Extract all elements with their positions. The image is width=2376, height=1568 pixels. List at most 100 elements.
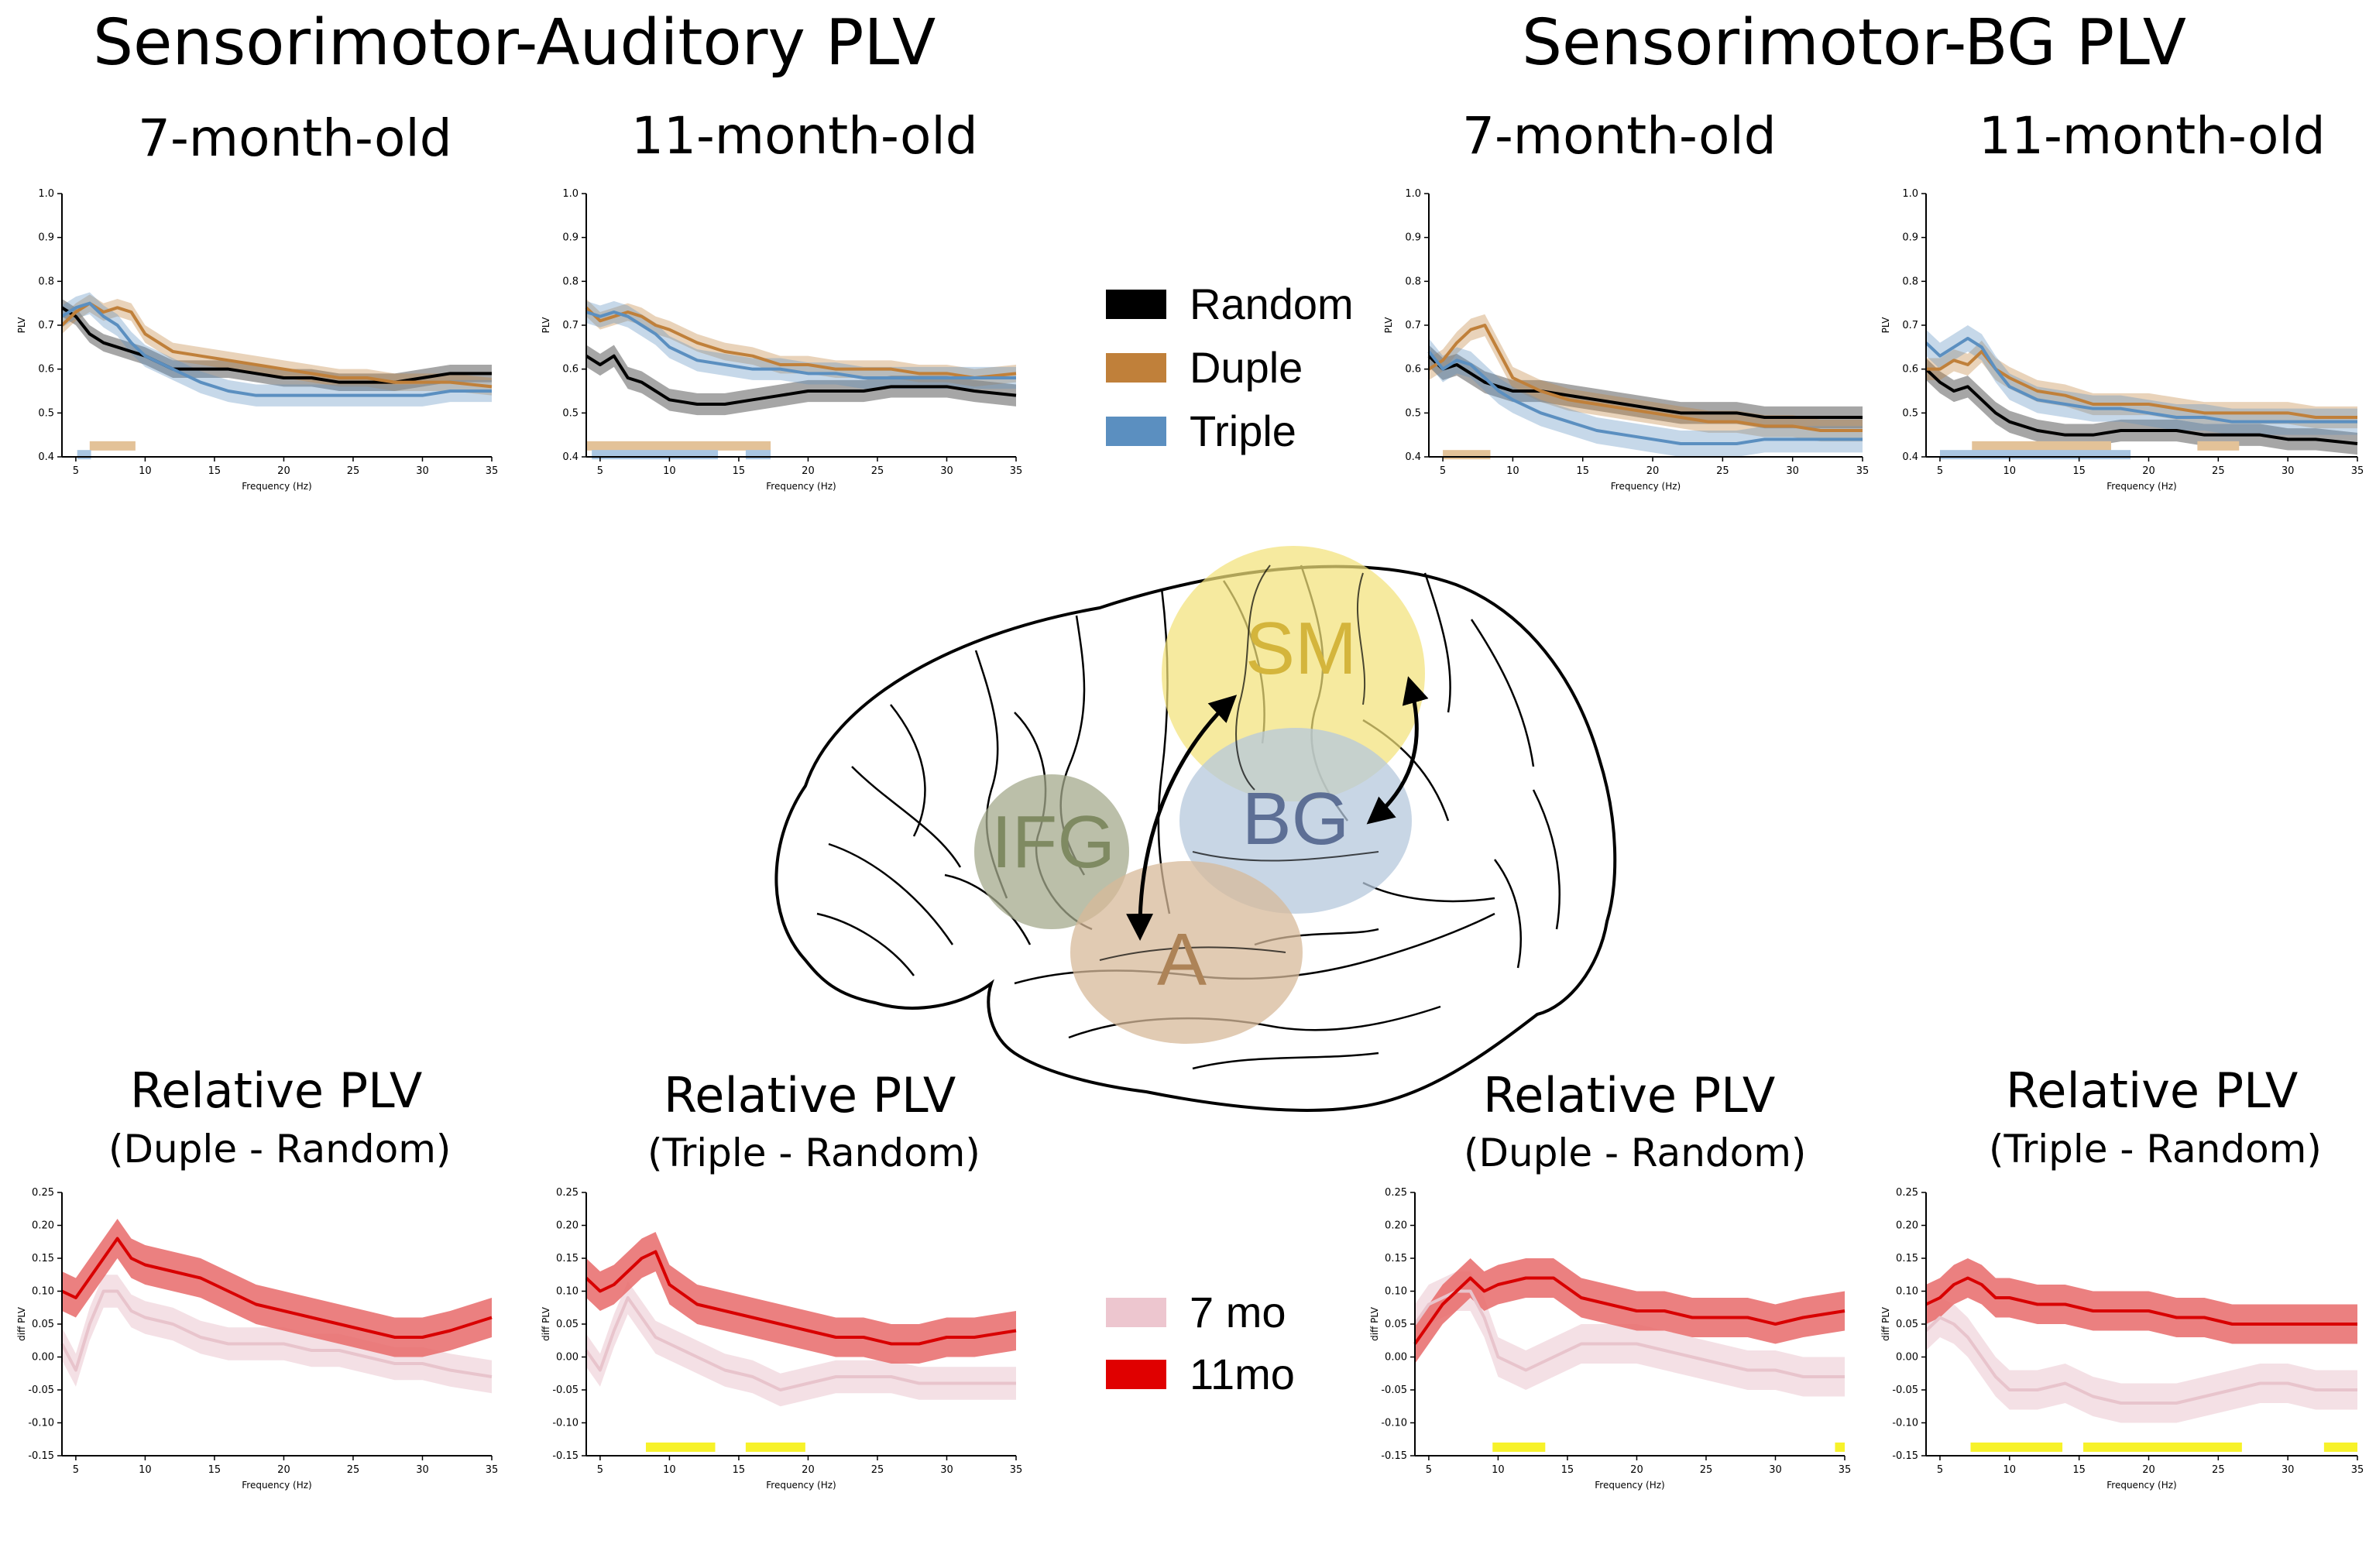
legend-item-11mo: 11mo xyxy=(1106,1349,1295,1399)
legend-item-duple: Duple xyxy=(1106,342,1303,393)
sa7-ytick-label-3: 0.7 xyxy=(38,320,54,331)
sa_triple-ytick-label-1: -0.10 xyxy=(552,1418,579,1429)
sa7-svg: 5 10 15 20 25 30 35 0.4 0.5 0.6 0.7 0.8 0.9 1.0 Freque… xyxy=(16,188,498,492)
sa_duple-svg: 5 10 15 20 25 30 35 -0.15 -0.10 -0.05 0.00 0.05 0.10… xyxy=(16,1187,498,1491)
bg_triple-sig-bar-2 xyxy=(2323,1442,2357,1452)
sa_duple-xtick-label-20: 20 xyxy=(277,1464,290,1476)
legend-swatch-random xyxy=(1106,289,1166,319)
sa11-age-title: 11-month-old xyxy=(631,106,978,166)
bg11-sig-bar-0 xyxy=(1972,441,2111,451)
sa_triple-ytick-label-7: 0.20 xyxy=(556,1220,579,1232)
bg7-band-2 xyxy=(1429,338,1863,457)
bg7-xtick-label-20: 20 xyxy=(1646,465,1660,477)
sa_triple-sig-bar-0 xyxy=(645,1442,716,1452)
legend-item-triple: Triple xyxy=(1106,406,1296,456)
sa11-ylabel: PLV xyxy=(541,317,551,334)
legend-label-random: Random xyxy=(1190,280,1354,328)
sa7-sig-bar-0 xyxy=(89,441,136,451)
sa7-ytick-label-1: 0.5 xyxy=(38,407,54,419)
bg11-ylabel: PLV xyxy=(1880,317,1891,334)
bg_duple-ylabel: diff PLV xyxy=(1369,1306,1380,1341)
bg_triple-xtick-label-10: 10 xyxy=(2003,1464,2017,1476)
sa_duple-ytick-label-2: -0.05 xyxy=(28,1384,54,1396)
sa11-ytick-label-2: 0.6 xyxy=(562,364,579,376)
sa7-xtick-label-15: 15 xyxy=(208,465,221,477)
sa_duple-ytick-label-6: 0.15 xyxy=(32,1253,54,1264)
bg7-ylabel: PLV xyxy=(1383,317,1394,334)
sa11-xtick-label-20: 20 xyxy=(802,465,815,477)
bg7-ytick-label-5: 0.9 xyxy=(1405,232,1421,244)
sa11-xtick-label-25: 25 xyxy=(871,465,884,477)
sa11-ytick-label-4: 0.8 xyxy=(562,276,579,287)
bg_triple-ylabel: diff PLV xyxy=(1880,1306,1891,1341)
bg7-svg: 5 10 15 20 25 30 35 0.4 0.5 0.6 0.7 0.8 0.9 1.0 Freque… xyxy=(1383,188,1869,492)
sa11-line-2 xyxy=(585,311,1016,379)
sa_triple-ylabel: diff PLV xyxy=(541,1306,551,1341)
arrow-sm-a xyxy=(1126,695,1238,941)
sa_triple-xtick-label-10: 10 xyxy=(663,1464,676,1476)
bg_duple-sig-bar-1 xyxy=(1835,1442,1845,1452)
bg_triple-ytick-label-4: 0.05 xyxy=(1896,1319,1918,1330)
sa7-xlabel: Frequency (Hz) xyxy=(242,481,312,492)
sa_duple-ytick-label-0: -0.15 xyxy=(28,1450,54,1462)
sa11-xtick-label-5: 5 xyxy=(597,465,603,477)
sa_triple-xtick-label-15: 15 xyxy=(733,1464,746,1476)
bg7-sig-bar-0 xyxy=(1443,450,1491,460)
sa_triple-xtick-label-20: 20 xyxy=(802,1464,815,1476)
arrow-sm-bg xyxy=(1366,676,1429,825)
legend-swatch-triple xyxy=(1106,416,1166,446)
sa_duple-xtick-label-10: 10 xyxy=(139,1464,152,1476)
rel-title-sa-triple: Relative PLV xyxy=(664,1067,956,1124)
chart-bg-triple: 5 10 15 20 25 30 35 -0.15 -0.10 -0.05 0.00 0.05 0.10… xyxy=(1880,1187,2364,1510)
bg_duple-ytick-label-6: 0.15 xyxy=(1385,1253,1407,1264)
bg_triple-xtick-label-20: 20 xyxy=(2142,1464,2155,1476)
bg11-svg: 5 10 15 20 25 30 35 0.4 0.5 0.6 0.7 0.8 0.9 1.0 Freque… xyxy=(1880,188,2364,492)
sa7-age-title: 7-month-old xyxy=(138,108,452,168)
legend-swatch-11mo xyxy=(1106,1359,1166,1389)
bg11-ytick-label-4: 0.8 xyxy=(1902,276,1918,287)
legend-label-triple: Triple xyxy=(1190,407,1296,455)
bg11-xtick-label-35: 35 xyxy=(2351,465,2364,477)
bg11-xtick-label-20: 20 xyxy=(2142,465,2155,477)
brain-svg: SM IFG BG A xyxy=(774,546,1617,1112)
bg7-ytick-label-6: 1.0 xyxy=(1405,188,1421,200)
bg11-ytick-label-0: 0.4 xyxy=(1902,451,1918,463)
sa11-band-0 xyxy=(586,345,1016,416)
bg11-sig-bar-2 xyxy=(1939,450,2131,460)
bg_duple-xtick-label-10: 10 xyxy=(1492,1464,1505,1476)
chart-bg-duple: 5 10 15 20 25 30 35 -0.15 -0.10 -0.05 0.00 0.05 0.10… xyxy=(1369,1187,1851,1510)
bg_duple-xlabel: Frequency (Hz) xyxy=(1595,1480,1665,1491)
rel-sub-sa-triple: (Triple - Random) xyxy=(647,1131,980,1175)
bg7-xtick-label-5: 5 xyxy=(1440,465,1446,477)
sa7-xtick-label-25: 25 xyxy=(347,465,360,477)
sa_triple-ytick-label-2: -0.05 xyxy=(552,1384,579,1396)
bg11-xtick-label-15: 15 xyxy=(2072,465,2086,477)
sa11-xtick-label-35: 35 xyxy=(1010,465,1023,477)
bg11-age-title: 11-month-old xyxy=(1979,106,2326,166)
sa_duple-ytick-label-7: 0.20 xyxy=(32,1220,54,1232)
sa11-band-1 xyxy=(586,299,1016,387)
sa7-ylabel: PLV xyxy=(16,317,27,334)
bg_duple-ytick-label-7: 0.20 xyxy=(1385,1220,1407,1232)
sa11-line-0 xyxy=(585,354,1017,406)
a-label: A xyxy=(1157,918,1207,1001)
bg7-xlabel: Frequency (Hz) xyxy=(1611,481,1681,492)
chart-sa-triple: 5 10 15 20 25 30 35 -0.15 -0.10 -0.05 0.00 0.05 0.10… xyxy=(541,1187,1022,1510)
bg11-band-2 xyxy=(1926,325,2357,435)
chart-bg7: 5 10 15 20 25 30 35 0.4 0.5 0.6 0.7 0.8 0.9 1.0 Freque… xyxy=(1383,188,1869,511)
bg7-ytick-label-0: 0.4 xyxy=(1405,451,1421,463)
bg_duple-ytick-label-2: -0.05 xyxy=(1381,1384,1407,1396)
ifg-label: IFG xyxy=(991,801,1115,884)
bg_triple-svg: 5 10 15 20 25 30 35 -0.15 -0.10 -0.05 0.00 0.05 0.10… xyxy=(1880,1187,2364,1491)
bg_triple-xtick-label-5: 5 xyxy=(1937,1464,1943,1476)
rel-title-bg-duple: Relative PLV xyxy=(1483,1067,1776,1124)
sa_triple-sig-bar-1 xyxy=(745,1442,805,1452)
bg_triple-xtick-label-15: 15 xyxy=(2072,1464,2086,1476)
sa7-ytick-label-6: 1.0 xyxy=(38,188,54,200)
bg11-xtick-label-25: 25 xyxy=(2212,465,2225,477)
sa7-line-2 xyxy=(60,301,492,397)
sa7-band-2 xyxy=(62,292,492,407)
bg_duple-ytick-label-1: -0.10 xyxy=(1381,1418,1407,1429)
bg11-ytick-label-5: 0.9 xyxy=(1902,232,1918,244)
bg_triple-line-1 xyxy=(1925,1276,2357,1326)
